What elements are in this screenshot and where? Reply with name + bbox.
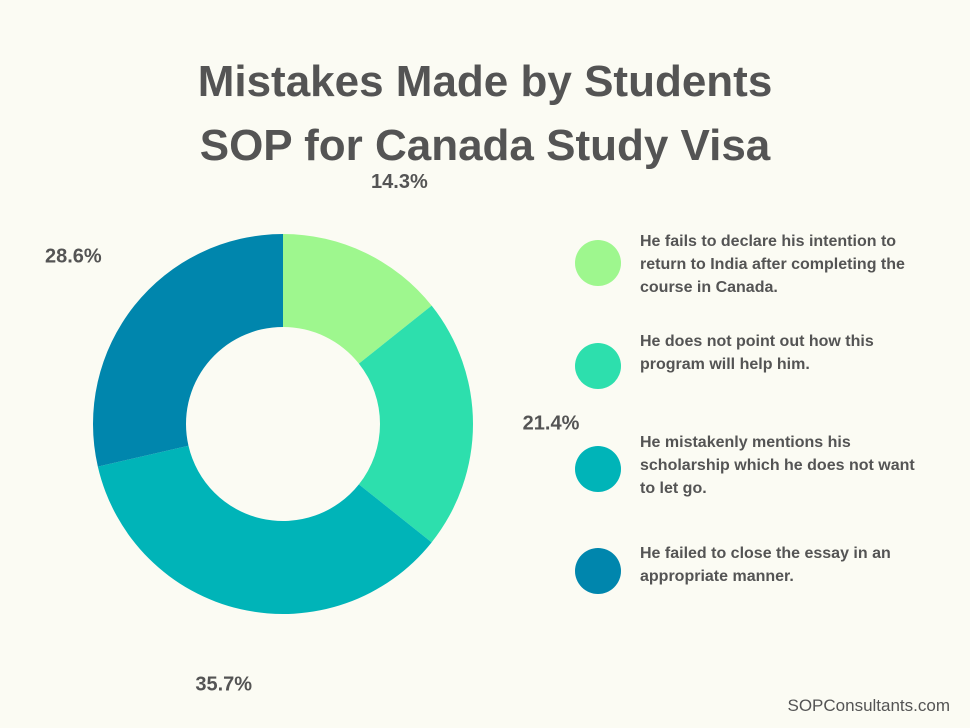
legend-swatch-4 [575, 548, 621, 594]
legend-label-2: He does not point out how this program w… [640, 333, 874, 373]
chart-title-line-1: Mistakes Made by Students [197, 57, 773, 106]
donut-slice-2 [358, 305, 474, 543]
slice-label-3: 35.7% [195, 674, 252, 696]
donut-slice-1 [283, 234, 432, 364]
legend-label-1: He fails to declare his intention to ret… [640, 233, 905, 296]
slice-label-1: 14.3% [371, 171, 428, 193]
chart-title-line-2: SOP for Canada Study Visa [199, 121, 771, 170]
slice-label-4: 28.6% [45, 245, 102, 267]
legend-swatch-1 [575, 240, 621, 286]
chart-title: Mistakes Made by Students SOP for Canada… [0, 50, 970, 178]
source-credit: SOPConsultants.com [787, 696, 950, 715]
donut-slice-4 [92, 234, 283, 467]
slice-label-2: 21.4% [523, 412, 580, 434]
legend-swatch-2 [575, 343, 621, 389]
legend-swatch-3 [575, 446, 621, 492]
legend-label-3: He mistakenly mentions his scholarship w… [640, 434, 915, 497]
donut-slice-3 [97, 445, 432, 614]
legend-label-4: He failed to close the essay in an appro… [640, 545, 891, 585]
